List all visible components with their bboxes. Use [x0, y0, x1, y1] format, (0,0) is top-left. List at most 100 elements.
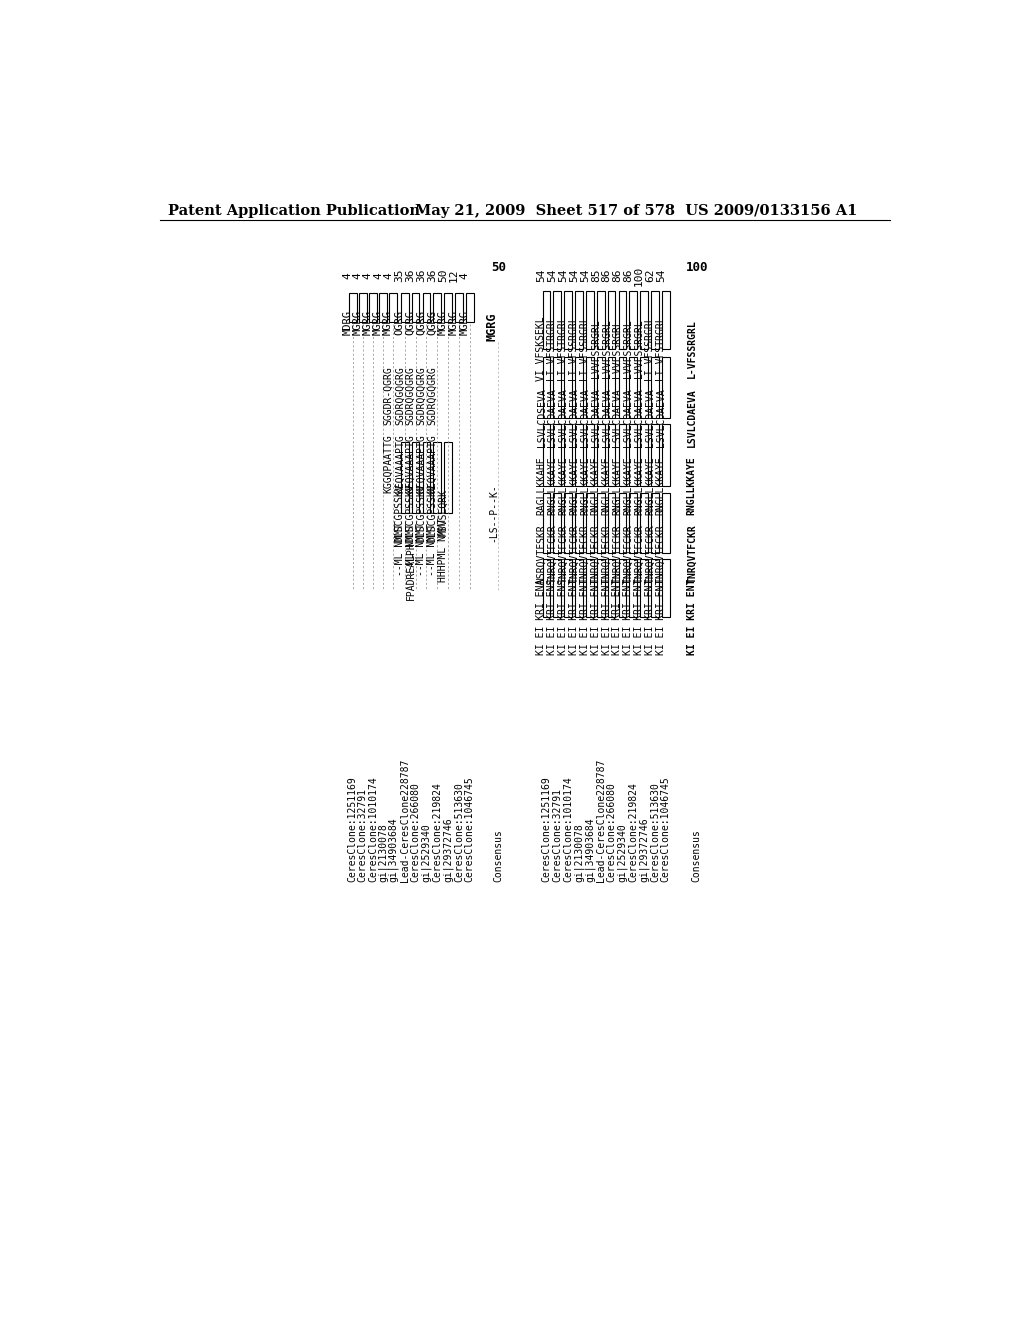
Text: KI EI KRI ENT: KI EI KRI ENT: [612, 578, 623, 655]
Text: RAGLLKKAHE: RAGLLKKAHE: [537, 457, 547, 515]
Text: KI EI KRI ENS: KI EI KRI ENS: [558, 578, 568, 655]
Text: TNRQVTFCKR: TNRQVTFCKR: [591, 524, 601, 583]
Bar: [640, 424, 648, 486]
Text: 4: 4: [383, 272, 393, 279]
Bar: [618, 424, 627, 486]
Text: TNRQVTFCKR: TNRQVTFCKR: [687, 524, 697, 583]
Text: LSVLCDAEVA: LSVLCDAEVA: [602, 388, 611, 447]
Text: RNGLLKKAYE: RNGLLKKAYE: [624, 457, 633, 515]
Text: 36: 36: [427, 269, 437, 282]
Text: LSVLCDAEVA: LSVLCDAEVA: [645, 388, 655, 447]
Text: 86: 86: [612, 269, 623, 282]
Text: CeresClone:219824: CeresClone:219824: [432, 783, 442, 882]
Text: TNRQVTFCKR: TNRQVTFCKR: [655, 524, 666, 583]
Text: KEQVAAAPTG: KEQVAAAPTG: [394, 434, 404, 492]
Text: TNRQVTFCKR: TNRQVTFCKR: [634, 524, 644, 583]
Text: DLSCGPSSKV: DLSCGPSSKV: [394, 483, 404, 543]
Bar: [564, 358, 572, 418]
Bar: [554, 290, 561, 348]
Text: RNGLLKKAYE: RNGLLKKAYE: [645, 457, 655, 515]
Bar: [543, 290, 550, 348]
Text: LI VFSSRGRL: LI VFSSRGRL: [580, 317, 590, 381]
Text: gi|2529340: gi|2529340: [617, 824, 628, 882]
Text: VI VFSKSEKL: VI VFSKSEKL: [537, 317, 547, 381]
Text: 4: 4: [343, 272, 352, 279]
Text: SGDRQGQGRG: SGDRQGQGRG: [406, 366, 416, 425]
Text: CeresClone:513630: CeresClone:513630: [454, 783, 464, 882]
Text: MSVSEQRK: MSVSEQRK: [438, 490, 449, 536]
Text: TNRQVTFCKR: TNRQVTFCKR: [602, 524, 611, 583]
Text: RNGLLKKAYE: RNGLLKKAYE: [655, 457, 666, 515]
Bar: [389, 293, 397, 322]
Text: SGGDR-QGRG: SGGDR-QGRG: [383, 366, 393, 425]
Text: KEQVAAAPTG: KEQVAAAPTG: [406, 434, 416, 492]
Bar: [586, 492, 594, 553]
Text: HHHPML NMMT: HHHPML NMMT: [438, 517, 449, 582]
Text: KI EI KRI ENT: KI EI KRI ENT: [687, 578, 697, 655]
Bar: [618, 558, 627, 616]
Bar: [564, 290, 572, 348]
Text: --ML NMMT: --ML NMMT: [394, 523, 404, 576]
Bar: [564, 558, 572, 616]
Text: CeresClone:1010174: CeresClone:1010174: [368, 776, 378, 882]
Text: --ML NMMT: --ML NMMT: [427, 523, 437, 576]
Text: gi|29372746: gi|29372746: [639, 817, 649, 882]
Bar: [575, 558, 583, 616]
Text: LSVLCDSEVA: LSVLCDSEVA: [537, 388, 547, 447]
Bar: [640, 492, 648, 553]
Bar: [618, 492, 627, 553]
Bar: [433, 442, 441, 512]
Text: KGGQPAATTG: KGGQPAATTG: [383, 434, 393, 492]
Text: 86: 86: [624, 269, 633, 282]
Text: LI VFSTRGRL: LI VFSTRGRL: [558, 317, 568, 381]
Text: QGRG: QGRG: [417, 310, 426, 335]
Bar: [575, 290, 583, 348]
Text: CeresClone:32791: CeresClone:32791: [552, 788, 562, 882]
Text: gi|34903684: gi|34903684: [585, 817, 595, 882]
Text: -LS--P--K-: -LS--P--K-: [488, 483, 499, 543]
Text: LSVLCDAEVA: LSVLCDAEVA: [655, 388, 666, 447]
Text: LVVFSSRGRL: LVVFSSRGRL: [612, 319, 623, 378]
Text: gi|2130078: gi|2130078: [378, 824, 388, 882]
Bar: [597, 558, 604, 616]
Text: TNRQVTFCKR: TNRQVTFCKR: [645, 524, 655, 583]
Text: MGRG: MGRG: [438, 310, 449, 335]
Bar: [651, 492, 658, 553]
Bar: [640, 558, 648, 616]
Text: LSVLCDAEVA: LSVLCDAEVA: [634, 388, 644, 447]
Text: 36: 36: [406, 269, 416, 282]
Text: MGRG: MGRG: [353, 310, 362, 335]
Text: 62: 62: [645, 269, 655, 282]
Bar: [564, 424, 572, 486]
Text: Patent Application Publication: Patent Application Publication: [168, 203, 420, 218]
Text: RNGLLKKAYE: RNGLLKKAYE: [591, 457, 601, 515]
Bar: [575, 358, 583, 418]
Text: gi|34903684: gi|34903684: [388, 817, 398, 882]
Bar: [466, 293, 474, 322]
Text: SGDRQGQGRG: SGDRQGQGRG: [394, 366, 404, 425]
Text: FPADREALPH: FPADREALPH: [406, 541, 416, 599]
Text: MGRG: MGRG: [373, 310, 383, 335]
Text: LSVLCDAEVA: LSVLCDAEVA: [558, 388, 568, 447]
Text: CeresClone:1251169: CeresClone:1251169: [542, 776, 552, 882]
Bar: [575, 492, 583, 553]
Text: gi|2529340: gi|2529340: [421, 824, 432, 882]
Bar: [607, 358, 615, 418]
Text: 50: 50: [490, 261, 506, 275]
Text: TNRQVTFCKR: TNRQVTFCKR: [569, 524, 579, 583]
Text: TNRQVTFCKR: TNRQVTFCKR: [612, 524, 623, 583]
Text: KI EI KRI ENT: KI EI KRI ENT: [591, 578, 601, 655]
Text: MGRG: MGRG: [460, 310, 470, 335]
Text: 86: 86: [602, 269, 611, 282]
Text: Consensus: Consensus: [692, 829, 701, 882]
Bar: [423, 442, 430, 512]
Bar: [369, 293, 377, 322]
Bar: [575, 424, 583, 486]
Text: QGRG: QGRG: [427, 310, 437, 335]
Text: 54: 54: [569, 269, 579, 282]
Text: 85: 85: [591, 269, 601, 282]
Text: MGRG: MGRG: [362, 310, 373, 335]
Text: 100: 100: [686, 261, 709, 275]
Text: TNRQVTFCKR: TNRQVTFCKR: [580, 524, 590, 583]
Text: RNGLLKKAYE: RNGLLKKAYE: [687, 457, 697, 515]
